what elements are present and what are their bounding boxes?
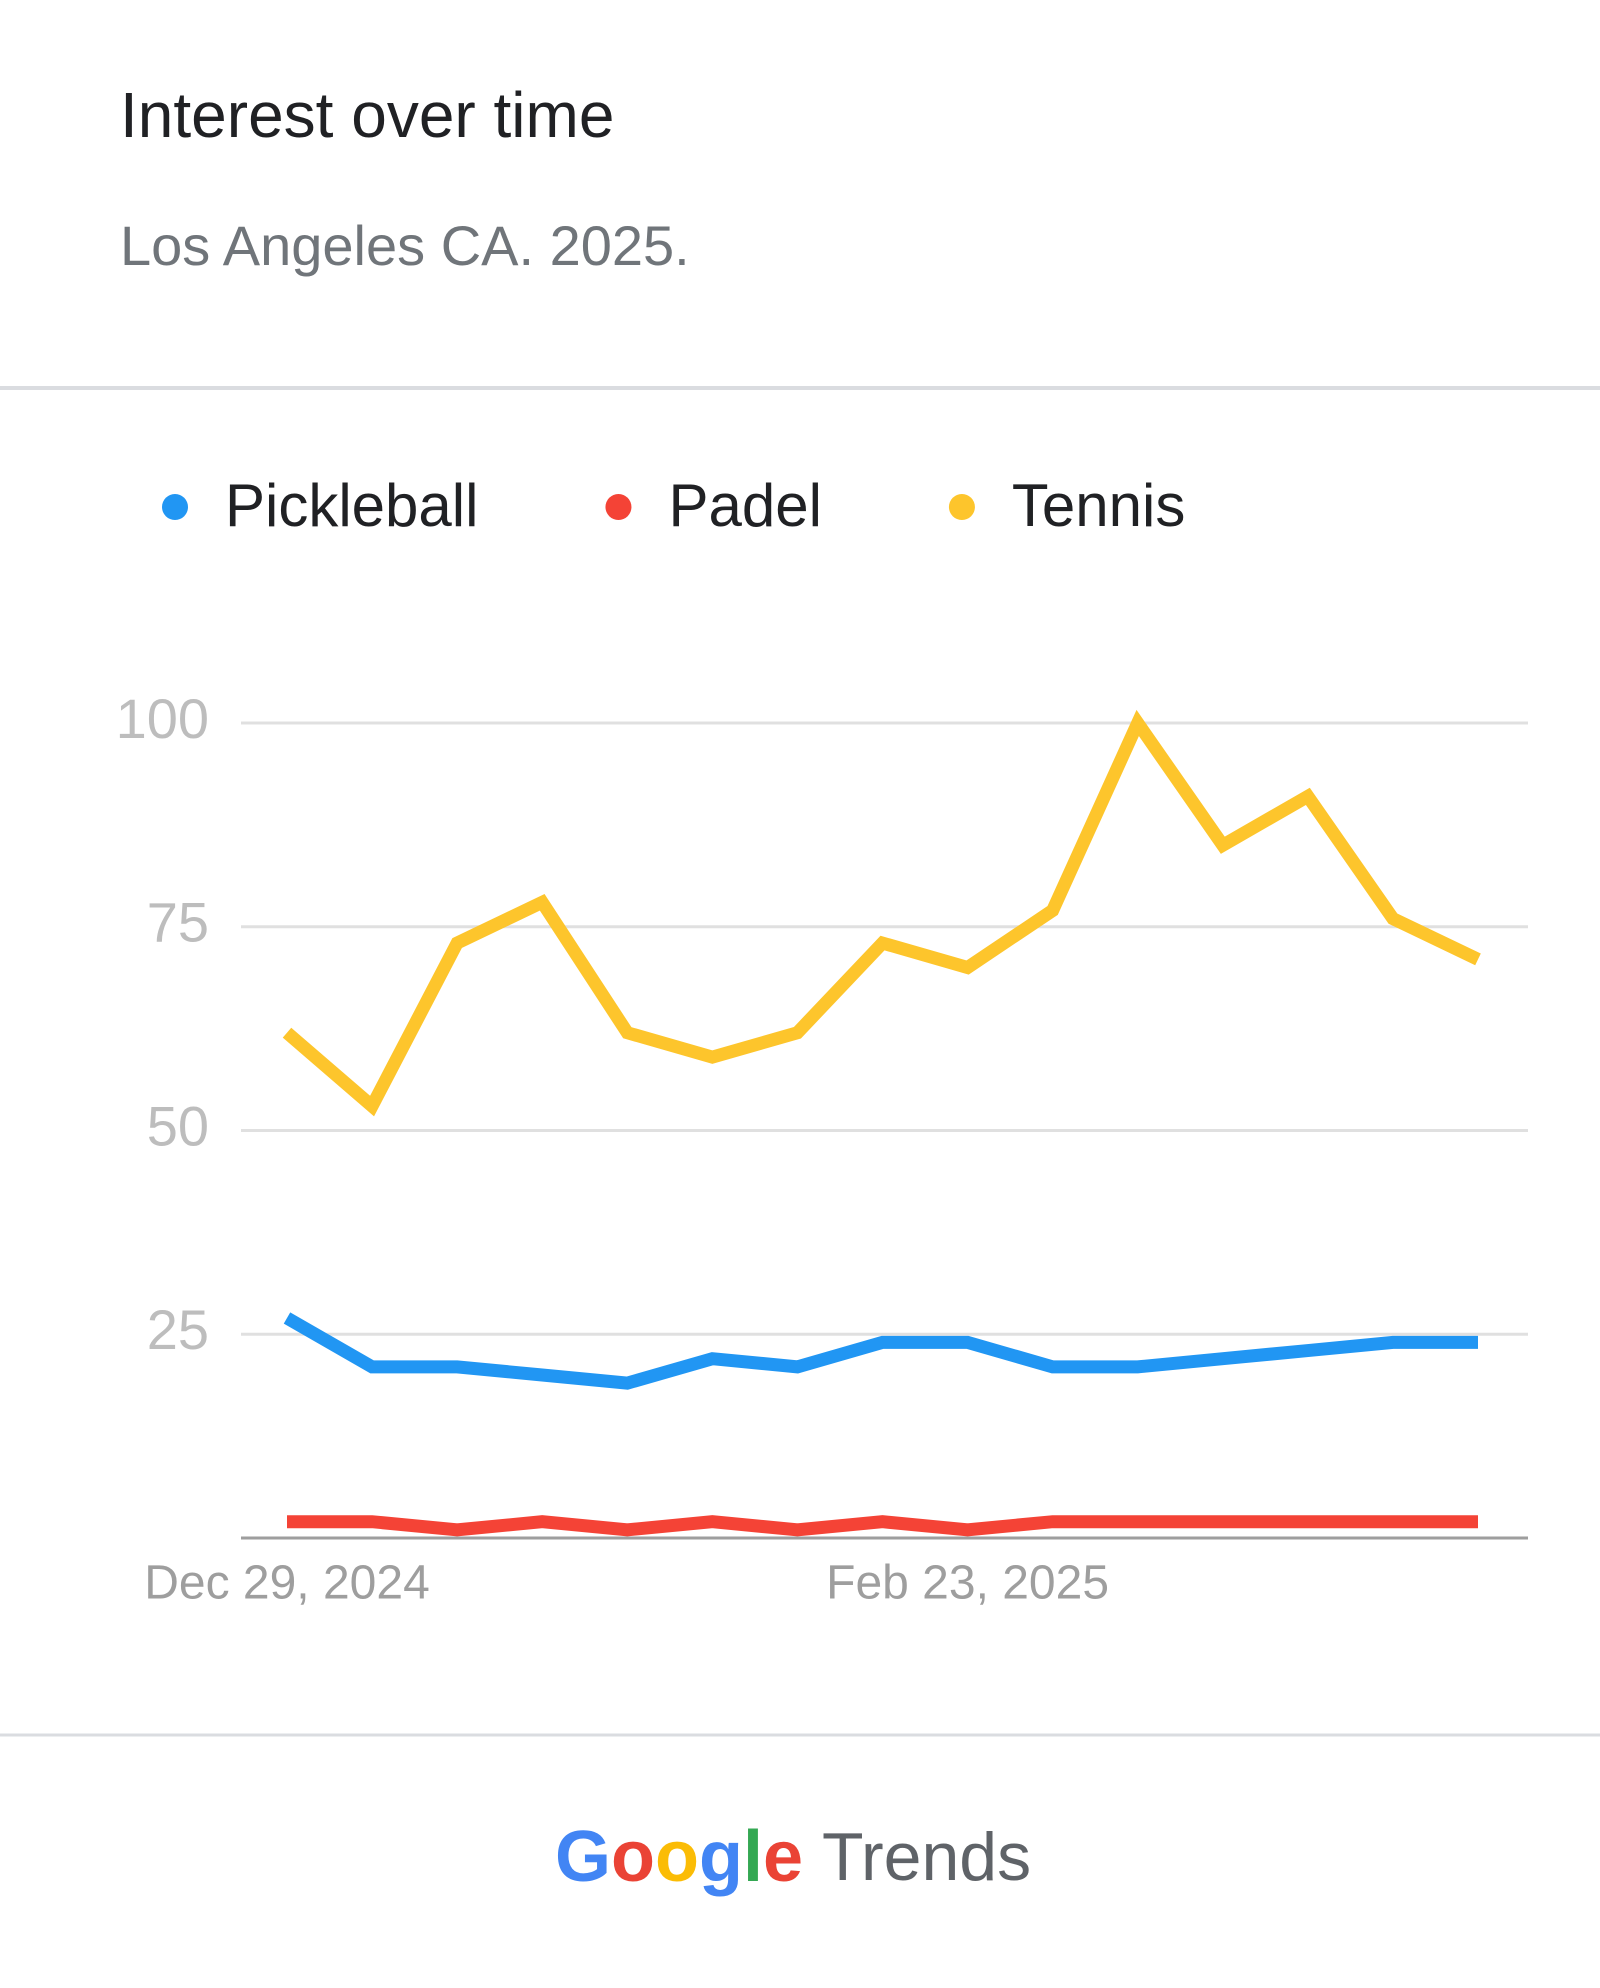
brand-logo: Google — [555, 1817, 803, 1897]
legend-marker — [162, 494, 188, 520]
legend-marker — [948, 494, 975, 520]
legend-label: Padel — [668, 472, 821, 539]
y-tick-label: 75 — [147, 891, 209, 954]
brand-product: Trends — [822, 1819, 1031, 1895]
series-line — [283, 1312, 1478, 1390]
chart-title: Interest over time — [120, 79, 614, 151]
y-tick-label: 25 — [147, 1298, 209, 1361]
x-tick-label: Dec 29, 2024 — [144, 1557, 430, 1610]
series-line — [282, 709, 1481, 1117]
y-tick-label: 50 — [147, 1094, 209, 1157]
legend-label: Tennis — [1012, 472, 1185, 539]
chart-subtitle: Los Angeles CA. 2025. — [120, 214, 690, 277]
x-tick-label: Feb 23, 2025 — [826, 1557, 1109, 1610]
y-tick-label: 100 — [116, 687, 209, 750]
legend-label: Pickleball — [225, 472, 478, 539]
legend-marker — [605, 494, 632, 520]
series-line — [287, 1515, 1478, 1537]
